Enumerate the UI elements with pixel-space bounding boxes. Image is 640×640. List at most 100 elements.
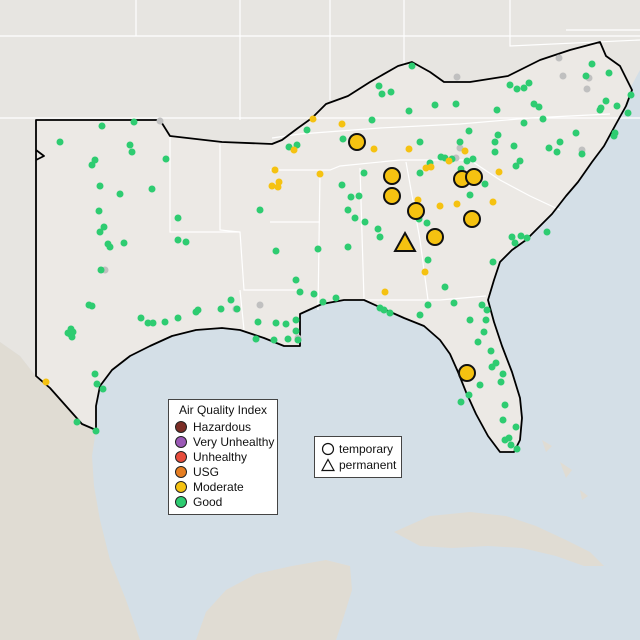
monitor-good [450, 299, 458, 307]
legend-item-hazardous: Hazardous [175, 420, 251, 434]
monitor-good [116, 190, 124, 198]
monitor-good [97, 266, 105, 274]
monitors-good [56, 60, 635, 453]
monitor-good [128, 148, 136, 156]
southeast-region-fill [36, 42, 632, 452]
monitor-good [182, 238, 190, 246]
monitor-good [488, 363, 496, 371]
monitor-good [535, 103, 543, 111]
monitor-good [314, 245, 322, 253]
legend-title: Air Quality Index [178, 403, 268, 417]
monitor-good [511, 239, 519, 247]
monitor-good [344, 206, 352, 214]
monitor-good [161, 318, 169, 326]
monitor-good [233, 305, 241, 313]
monitor-good [339, 135, 347, 143]
monitor-good [254, 318, 262, 326]
monitor-moderate [405, 145, 413, 153]
monitor-good [508, 233, 516, 241]
legend-item-unhealthy: Unhealthy [175, 450, 247, 464]
monitor-moderate [42, 378, 50, 386]
monitor-good [338, 181, 346, 189]
monitor-good [408, 62, 416, 70]
monitor-good [256, 206, 264, 214]
permanent-monitor-moderate [393, 230, 417, 252]
yucatan-land [196, 560, 352, 640]
monitor-good [56, 138, 64, 146]
monitor-good [310, 290, 318, 298]
monitor-good [596, 106, 604, 114]
monitor-good [130, 118, 138, 126]
legend-label: Good [193, 495, 223, 509]
temporary-monitor-moderate [383, 167, 401, 185]
monitor-good [545, 144, 553, 152]
monitor-good [144, 319, 152, 327]
monitor-good [355, 192, 363, 200]
monitor-good [525, 79, 533, 87]
monitor-good [465, 391, 473, 399]
monitor-good [501, 401, 509, 409]
monitor-good [303, 126, 311, 134]
monitor-no-data [156, 117, 164, 125]
monitor-good [478, 301, 486, 309]
monitor-good [431, 101, 439, 109]
monitor-good [126, 141, 134, 149]
monitor-good [137, 314, 145, 322]
monitor-good [292, 276, 300, 284]
temporary-monitor-moderate [426, 228, 444, 246]
monitor-good [476, 381, 484, 389]
monitor-good [491, 148, 499, 156]
monitor-type-legend: temporary permanent [314, 436, 402, 478]
monitor-good [499, 370, 507, 378]
monitor-good [174, 236, 182, 244]
monitor-moderate [316, 170, 324, 178]
monitor-good [507, 441, 515, 449]
monitor-good [613, 102, 621, 110]
monitor-good [68, 333, 76, 341]
monitor-good [95, 207, 103, 215]
monitor-moderate [453, 200, 461, 208]
monitor-moderate [274, 183, 282, 191]
monitor-good [520, 119, 528, 127]
monitor-good [378, 90, 386, 98]
monitor-good [272, 247, 280, 255]
monitor-good [483, 306, 491, 314]
monitor-no-data [453, 73, 461, 81]
monitor-good [516, 157, 524, 165]
state-borders [0, 0, 640, 342]
temporary-monitor-moderate [407, 202, 425, 220]
triangle-icon [321, 458, 335, 472]
monitor-good [120, 239, 128, 247]
monitor-good [93, 380, 101, 388]
monitor-good [194, 306, 202, 314]
mexico-land [0, 342, 140, 640]
monitor-good [88, 161, 96, 169]
monitor-good [505, 434, 513, 442]
legend-item-temporary: temporary [321, 441, 393, 457]
unhealthy-swatch-icon [175, 451, 187, 463]
monitor-good [491, 138, 499, 146]
monitor-good [344, 243, 352, 251]
circle-icon [321, 442, 335, 456]
monitor-good [292, 316, 300, 324]
monitor-good [487, 347, 495, 355]
monitor-good [361, 218, 369, 226]
monitor-good [351, 214, 359, 222]
legend-item-moderate: Moderate [175, 480, 244, 494]
legend-item-usg: USG [175, 465, 219, 479]
monitor-moderate [268, 182, 276, 190]
cuba-land [394, 512, 604, 566]
very-unhealthy-swatch-icon [175, 436, 187, 448]
monitor-good [605, 69, 613, 77]
monitor-good [610, 132, 618, 140]
monitor-good [424, 301, 432, 309]
monitor-good [380, 306, 388, 314]
monitor-good [602, 97, 610, 105]
monitor-good [466, 191, 474, 199]
monitor-good [162, 155, 170, 163]
monitor-good [423, 219, 431, 227]
monitor-good [73, 418, 81, 426]
monitor-good [91, 370, 99, 378]
monitor-good [624, 109, 632, 117]
